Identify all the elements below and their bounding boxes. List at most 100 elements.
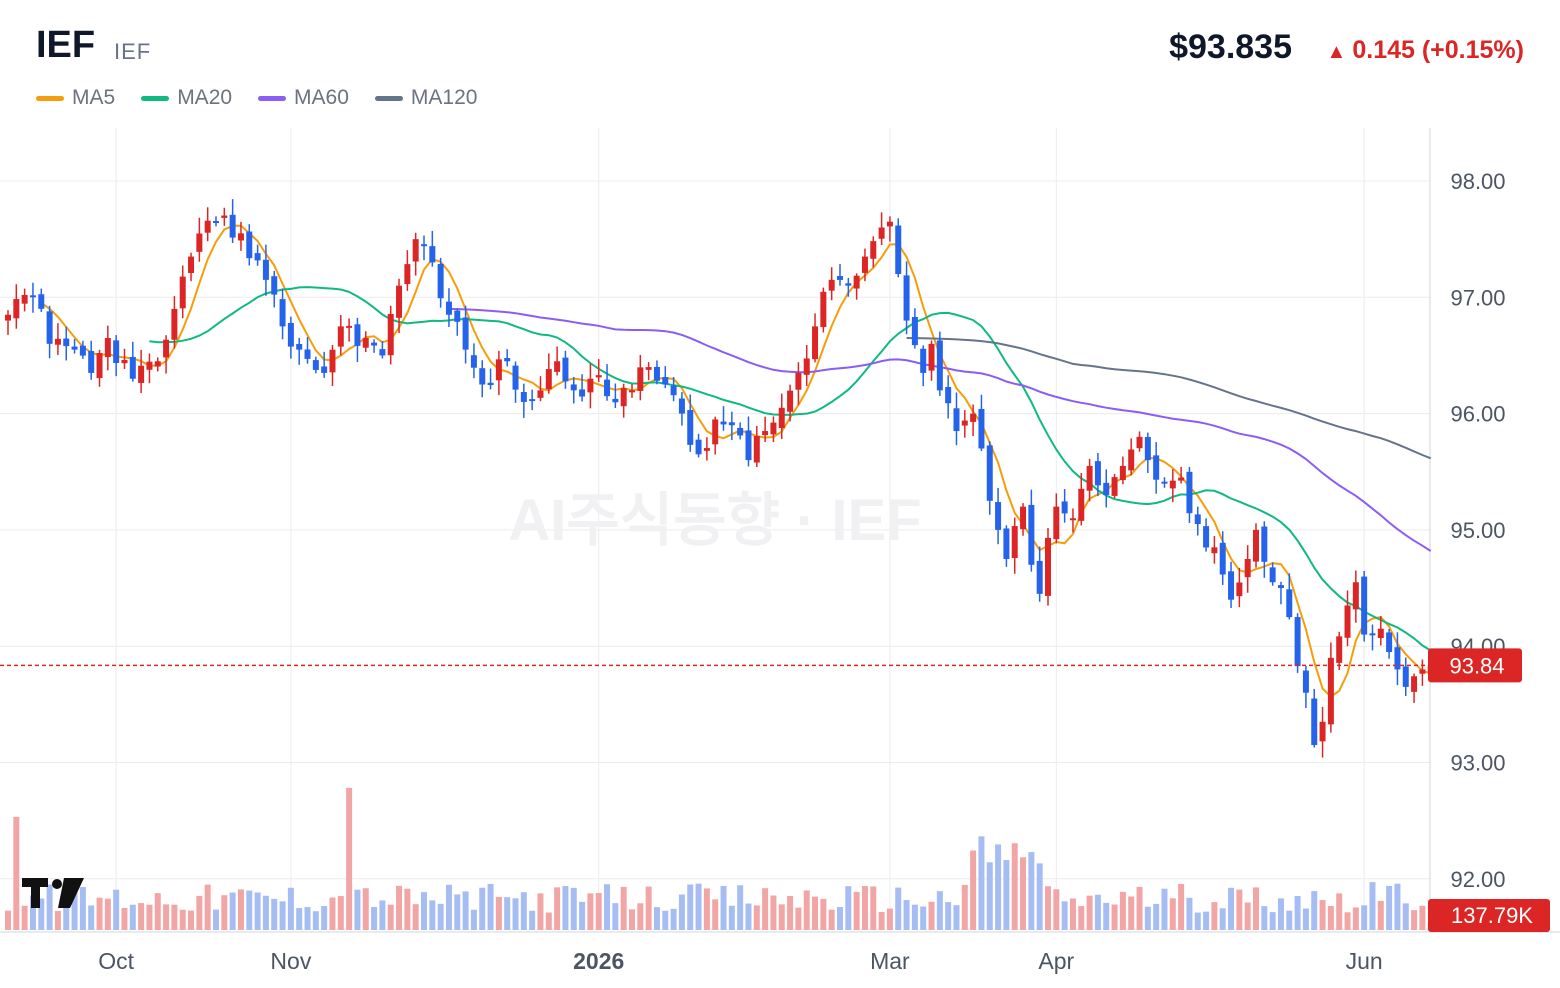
candle-body (1144, 436, 1151, 461)
candle-body (337, 326, 344, 347)
candle-body (1128, 449, 1135, 471)
ma-line-ma120 (906, 337, 1432, 460)
volume-bar (1128, 896, 1135, 930)
volume-bar (254, 892, 261, 930)
tradingview-logo-icon[interactable] (22, 876, 86, 910)
candle-body (911, 317, 918, 346)
volume-bar (1036, 863, 1043, 930)
volume-bar (1319, 900, 1326, 930)
legend-ma120[interactable]: MA120 (374, 86, 477, 110)
candle-body (920, 348, 927, 373)
candle-body (1286, 589, 1293, 618)
volume-bar (1020, 857, 1027, 930)
candle-body (662, 377, 669, 385)
candle-body (312, 360, 319, 370)
volume-bar (662, 910, 669, 930)
volume-bar (678, 894, 685, 930)
candle-body (1336, 636, 1343, 663)
candle-body (961, 420, 968, 426)
candle-body (579, 389, 586, 397)
legend-ma5[interactable]: MA5 (36, 86, 115, 110)
candle-body (520, 391, 527, 402)
candle-body (29, 295, 36, 298)
candle-body (670, 385, 677, 396)
candle-body (96, 352, 103, 379)
candle-body (778, 407, 785, 428)
legend-ma60-swatch (258, 95, 287, 101)
candle-body (737, 427, 744, 436)
candle-body (46, 311, 53, 344)
volume-bar (337, 896, 344, 930)
candle-body (1178, 477, 1185, 481)
candle-body (346, 325, 353, 328)
candle-body (637, 367, 644, 391)
volume-bar (29, 895, 36, 930)
volume-bar (562, 886, 569, 930)
time-axis[interactable]: Oct Nov 2026 Mar Apr Jun (98, 948, 1382, 974)
candle-body (1028, 504, 1035, 565)
volume-bar (728, 905, 735, 930)
volume-bar (38, 898, 45, 930)
volume-bar (495, 896, 502, 930)
legend-ma60[interactable]: MA60 (258, 86, 349, 110)
candle-body (587, 378, 594, 393)
legend-ma20[interactable]: MA20 (141, 86, 232, 110)
candle-body (629, 390, 635, 393)
candle-body (1352, 582, 1359, 610)
candle-body (995, 502, 1002, 530)
candle-body (1319, 721, 1326, 742)
candle-body (196, 233, 203, 252)
candle-body (504, 357, 511, 362)
volume-bar (886, 908, 893, 930)
volume-bar (88, 905, 95, 930)
last-price-badge-bg (1428, 648, 1522, 683)
candle-body (770, 422, 777, 435)
candle-body (1111, 477, 1118, 496)
volume-bar (853, 891, 860, 930)
candle-body (612, 398, 619, 403)
candle-body (54, 338, 61, 345)
volume-bar (1228, 887, 1235, 930)
volume-bar (321, 906, 328, 930)
volume-bar (487, 883, 494, 930)
time-tick-label: Jun (1346, 948, 1383, 974)
volume-bar (138, 903, 145, 930)
time-tick-label: 2026 (573, 948, 624, 974)
candlesticks (5, 199, 1434, 758)
volume-bar (154, 893, 161, 930)
candle-body (1369, 633, 1376, 636)
candle-body (204, 220, 211, 233)
volume-bar (1086, 895, 1093, 930)
volume-bar (612, 903, 619, 930)
volume-bar (1411, 910, 1418, 930)
candle-body (129, 356, 136, 379)
candle-body (895, 225, 902, 275)
volume-bar (262, 895, 269, 930)
candle-body (213, 221, 219, 224)
volume-bar (895, 887, 902, 930)
volume-bar (296, 908, 303, 930)
volume-bar (778, 904, 785, 930)
last-volume-badge: 137.79K (1428, 899, 1550, 932)
candle-body (179, 276, 186, 309)
volume-bar (604, 884, 611, 930)
candle-body (812, 326, 819, 360)
candle-body (421, 244, 427, 247)
legend-ma20-swatch (141, 95, 170, 101)
candle-body (154, 361, 161, 367)
volume-bar (1103, 902, 1110, 930)
moving-averages (40, 224, 1432, 698)
candle-body (728, 422, 735, 426)
volume-bar (1136, 886, 1143, 930)
candle-body (495, 359, 502, 381)
candle-body (1094, 461, 1101, 486)
volume-bar (745, 903, 752, 930)
volume-bar (346, 787, 353, 930)
candle-body (653, 366, 660, 381)
volume-bar (1061, 901, 1068, 930)
candle-body (845, 283, 852, 286)
volume-bar (795, 907, 802, 930)
candle-body (487, 382, 494, 386)
